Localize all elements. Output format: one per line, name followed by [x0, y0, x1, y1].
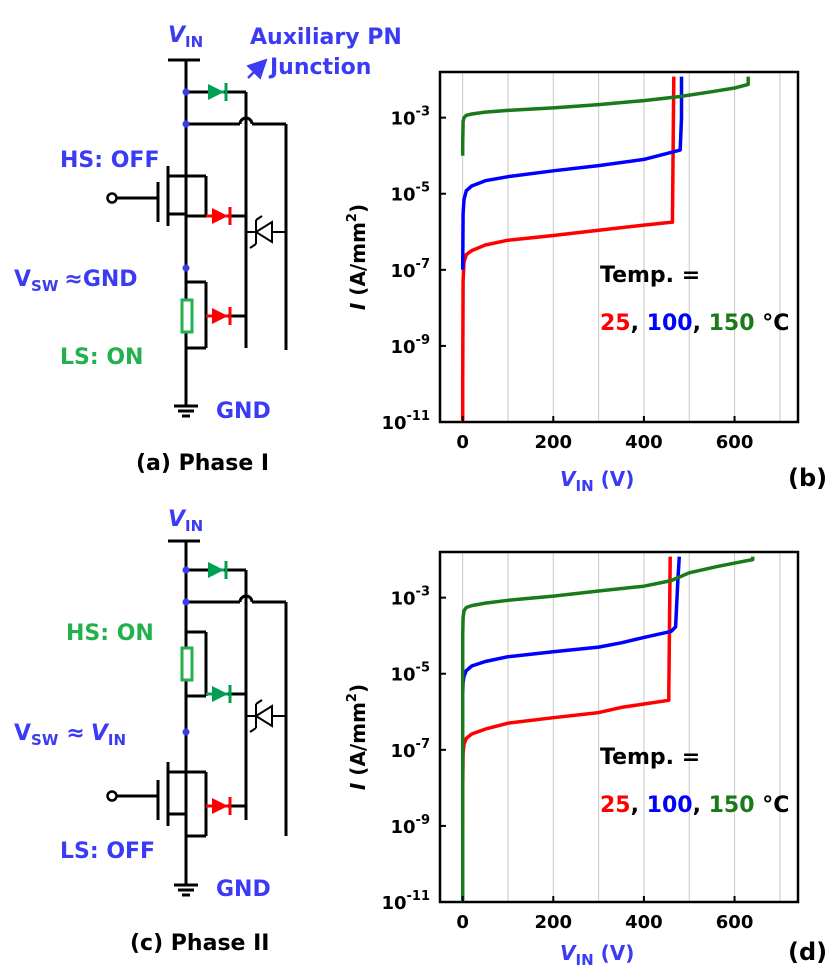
y-tick-label: 10-5: [390, 181, 430, 206]
panel-label: (d): [788, 938, 827, 966]
aux-pn-diode: [208, 561, 228, 579]
plot-frame: [438, 70, 800, 424]
caption-phase-2: (c) Phase II: [130, 931, 270, 956]
series-line-100: [460, 76, 684, 270]
series-line-150: [460, 76, 750, 156]
aux-label-line2: Junction: [268, 55, 371, 80]
hs-body-diode: [206, 685, 232, 703]
x-tick-label: 600: [716, 432, 754, 453]
annotation-line1: Temp. =: [600, 745, 700, 770]
x-tick-label: 200: [535, 432, 573, 453]
annotation-temps: 25, 100, 150 °C: [600, 793, 789, 818]
panel-label: (b): [788, 464, 827, 492]
series-line-100: [460, 556, 682, 694]
vin-label: VIN: [168, 23, 203, 51]
hs-mosfet: [106, 166, 246, 226]
y-axis-title: I (A/mm2): [345, 204, 370, 310]
hs-body-diode: [206, 207, 232, 225]
y-tick-label: 10-5: [390, 661, 430, 686]
vsw-label: VSW ≈GND: [14, 267, 138, 295]
ls-body-diode: [206, 797, 232, 815]
circuit-phase-1: VIN Auxiliary PN Junction: [14, 23, 402, 476]
zener-symbol: [246, 699, 286, 733]
ls-label: LS: OFF: [60, 839, 155, 864]
aux-arrow: [246, 58, 268, 80]
x-tick-label: 0: [456, 432, 469, 453]
aux-label-line1: Auxiliary PN: [250, 25, 402, 50]
y-tick-label: 10-9: [390, 813, 430, 838]
y-tick-label: 10-7: [390, 257, 430, 282]
hs-switch: [180, 630, 246, 698]
x-tick-label: 400: [625, 432, 663, 453]
annotation-temps: 25, 100, 150 °C: [600, 311, 789, 336]
gnd-label: GND: [216, 877, 271, 902]
chart-d: 0 200 400 600 10-11 10-9 10-7 10-5 10-3 I (A/mm2…: [345, 550, 827, 968]
gnd-label: GND: [216, 399, 271, 424]
hs-label: HS: OFF: [60, 148, 159, 173]
circuit-phase-2: VIN HS: ON: [14, 507, 288, 956]
x-tick-label: 400: [625, 912, 663, 933]
ground-symbol: [174, 883, 198, 897]
x-axis-title: VIN (V): [560, 467, 634, 495]
y-tick-label: 10-11: [381, 889, 430, 914]
ls-mosfet: [106, 762, 246, 838]
x-tick-label: 600: [716, 912, 754, 933]
vin-label: VIN: [168, 507, 203, 535]
y-tick-label: 10-3: [390, 105, 430, 130]
chart-b: 0 200 400 600 10-11 10-9 10-7 10-5 10-3 I (A/mm2…: [345, 70, 827, 495]
y-tick-label: 10-7: [390, 737, 430, 762]
ground-symbol: [174, 404, 198, 418]
caption-phase-1: (a) Phase I: [136, 451, 269, 476]
ls-label: LS: ON: [60, 345, 143, 370]
zener-symbol: [246, 215, 286, 249]
y-tick-label: 10-11: [381, 409, 430, 434]
ls-body-diode: [206, 307, 232, 325]
annotation-line1: Temp. =: [600, 263, 700, 288]
series-line-25: [460, 556, 672, 826]
vsw-label: VSW ≈ VIN: [14, 721, 126, 749]
aux-pn-diode: [208, 83, 228, 101]
x-tick-label: 200: [535, 912, 573, 933]
x-tick-label: 0: [456, 912, 469, 933]
x-axis-title: VIN (V): [560, 941, 634, 968]
series-line-25: [460, 76, 676, 422]
series-line-150: [460, 556, 755, 902]
y-tick-label: 10-3: [390, 585, 430, 610]
hs-label: HS: ON: [66, 621, 154, 646]
y-axis-title: I (A/mm2): [345, 684, 370, 790]
plot-frame: [438, 550, 800, 904]
y-tick-label: 10-9: [390, 333, 430, 358]
